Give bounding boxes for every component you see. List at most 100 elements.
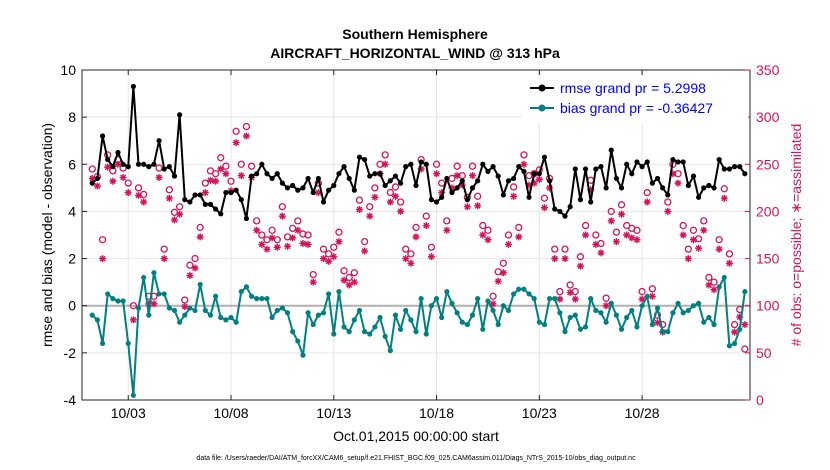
bias-point xyxy=(567,314,573,321)
rmse-point xyxy=(259,161,265,167)
obs-possible-marker xyxy=(633,226,641,234)
rmse-point xyxy=(562,213,568,219)
obs-possible-marker xyxy=(499,259,508,267)
rmse-point xyxy=(629,171,635,177)
obs-assimilated-marker xyxy=(309,278,317,286)
obs-possible-marker xyxy=(489,292,497,300)
bias-point xyxy=(500,303,506,309)
obs-assimilated-marker xyxy=(299,239,307,247)
obs-assimilated-marker xyxy=(643,198,651,206)
obs-assimilated-marker xyxy=(284,242,292,250)
rmse-point xyxy=(690,173,697,179)
obs-assimilated-marker xyxy=(602,302,610,310)
obs-assimilated-marker xyxy=(366,212,374,220)
bias-point xyxy=(731,340,738,347)
y-left-tick-label: 4 xyxy=(68,203,76,219)
obs-assimilated-marker xyxy=(618,210,626,218)
obs-assimilated-marker xyxy=(253,226,261,234)
obs-possible-marker xyxy=(571,287,579,296)
bias-point xyxy=(295,338,301,344)
rmse-point xyxy=(269,175,275,182)
rmse-point xyxy=(737,164,743,170)
bias-point xyxy=(711,321,717,328)
obs-assimilated-marker xyxy=(335,238,343,246)
rmse-point xyxy=(397,180,404,186)
rmse-point xyxy=(182,197,188,203)
obs-assimilated-marker xyxy=(700,226,708,234)
rmse-point xyxy=(726,166,733,172)
bias-point xyxy=(690,303,697,309)
obs-assimilated-marker xyxy=(556,295,564,303)
obs-possible-marker xyxy=(566,281,574,289)
rmse-point xyxy=(346,175,352,182)
rmse-point xyxy=(603,185,609,191)
obs-possible-marker xyxy=(309,270,317,279)
rmse-point xyxy=(382,182,388,189)
rmse-point xyxy=(536,171,542,177)
obs-assimilated-marker xyxy=(448,184,456,192)
obs-assimilated-marker xyxy=(345,281,353,289)
obs-possible-marker xyxy=(227,177,235,185)
y-left-tick-label: -4 xyxy=(64,392,77,408)
obs-possible-marker xyxy=(330,243,338,251)
obs-assimilated-marker xyxy=(93,182,101,190)
rmse-point xyxy=(582,166,589,172)
rmse-point xyxy=(105,156,111,163)
obs-assimilated-marker xyxy=(520,160,528,168)
obs-possible-marker xyxy=(494,268,502,276)
bias-point xyxy=(182,312,188,318)
bias-point xyxy=(654,305,661,311)
legend-bias-marker xyxy=(538,104,546,112)
rmse-point xyxy=(403,164,409,170)
rmse-point xyxy=(644,159,650,165)
obs-assimilated-marker xyxy=(129,316,137,324)
obs-assimilated-marker xyxy=(160,255,168,263)
x-tick-label: 10/28 xyxy=(625,405,660,421)
rmse-point xyxy=(696,194,702,200)
obs-assimilated-marker xyxy=(278,212,286,220)
rmse-point xyxy=(264,171,270,177)
obs-possible-marker xyxy=(402,245,410,253)
x-tick-label: 10/23 xyxy=(522,405,557,421)
bias-point xyxy=(577,326,584,332)
y-left-tick-label: 10 xyxy=(60,62,76,78)
rmse-point xyxy=(634,159,640,165)
obs-assimilated-marker xyxy=(612,238,620,246)
bias-point xyxy=(444,288,450,295)
obs-assimilated-marker xyxy=(576,262,584,270)
obs-assimilated-marker xyxy=(689,236,697,244)
rmse-point xyxy=(320,199,327,205)
legend-rmse-marker xyxy=(538,84,546,92)
obs-assimilated-marker xyxy=(258,240,266,248)
bias-point xyxy=(408,317,414,323)
obs-possible-marker xyxy=(720,185,728,193)
chart-title-line1: Southern Hemisphere xyxy=(342,26,488,42)
obs-assimilated-marker xyxy=(731,328,739,336)
obs-possible-marker xyxy=(371,184,379,192)
obs-possible-marker xyxy=(597,239,605,248)
bias-point xyxy=(737,326,743,332)
obs-assimilated-marker xyxy=(592,240,600,248)
obs-possible-marker xyxy=(407,250,415,258)
obs-assimilated-marker xyxy=(361,247,369,255)
rmse-point xyxy=(598,164,604,170)
bias-point xyxy=(377,314,383,321)
rmse-point xyxy=(213,206,219,212)
obs-assimilated-marker xyxy=(330,253,338,261)
obs-assimilated-marker xyxy=(741,321,749,329)
bias-point xyxy=(130,392,136,398)
obs-assimilated-marker xyxy=(669,170,677,178)
rmse-point xyxy=(146,164,152,170)
obs-assimilated-marker xyxy=(355,206,363,214)
rmse-point xyxy=(290,182,296,189)
obs-possible-marker xyxy=(515,223,523,232)
bias-point xyxy=(207,312,214,318)
rmse-point xyxy=(521,168,527,174)
rmse-point xyxy=(274,171,280,177)
obs-assimilated-marker xyxy=(530,179,538,187)
obs-assimilated-marker xyxy=(371,193,379,201)
obs-assimilated-marker xyxy=(109,177,117,185)
bias-point xyxy=(218,314,224,321)
obs-assimilated-marker xyxy=(510,192,518,200)
